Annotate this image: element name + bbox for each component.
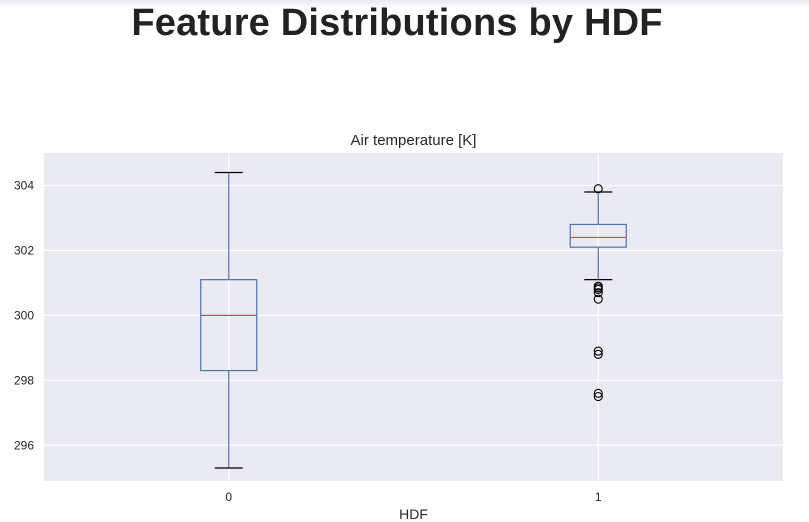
y-tick-label: 300 xyxy=(14,308,34,322)
y-tick-label: 304 xyxy=(14,178,34,192)
iqr-box xyxy=(200,279,258,372)
outlier-point xyxy=(593,184,603,194)
outlier-point xyxy=(593,294,603,304)
x-tick-label: 1 xyxy=(595,490,602,504)
x-axis-label: HDF xyxy=(399,506,428,522)
outlier-point xyxy=(593,346,603,356)
axes-title: Air temperature [K] xyxy=(351,132,477,149)
boxes xyxy=(200,171,627,469)
y-tick-label: 302 xyxy=(14,243,34,257)
outlier-point xyxy=(593,388,603,398)
plot-area-background xyxy=(44,153,783,481)
figure-suptitle: Feature Distributions by HDF xyxy=(131,2,663,44)
tick-labels: 296 298 300 302 304 0 1 xyxy=(14,178,602,504)
y-tick-label: 298 xyxy=(14,373,34,387)
box-group xyxy=(200,171,258,469)
outlier-point xyxy=(593,288,603,298)
iqr-box xyxy=(569,223,627,248)
y-tick-label: 296 xyxy=(14,438,34,452)
outlier-point xyxy=(593,349,603,359)
window-top-shadow xyxy=(0,0,809,8)
outlier-point xyxy=(593,392,603,402)
outlier-point xyxy=(593,284,603,294)
box-group xyxy=(569,184,627,402)
x-tick-label: 0 xyxy=(225,490,232,504)
